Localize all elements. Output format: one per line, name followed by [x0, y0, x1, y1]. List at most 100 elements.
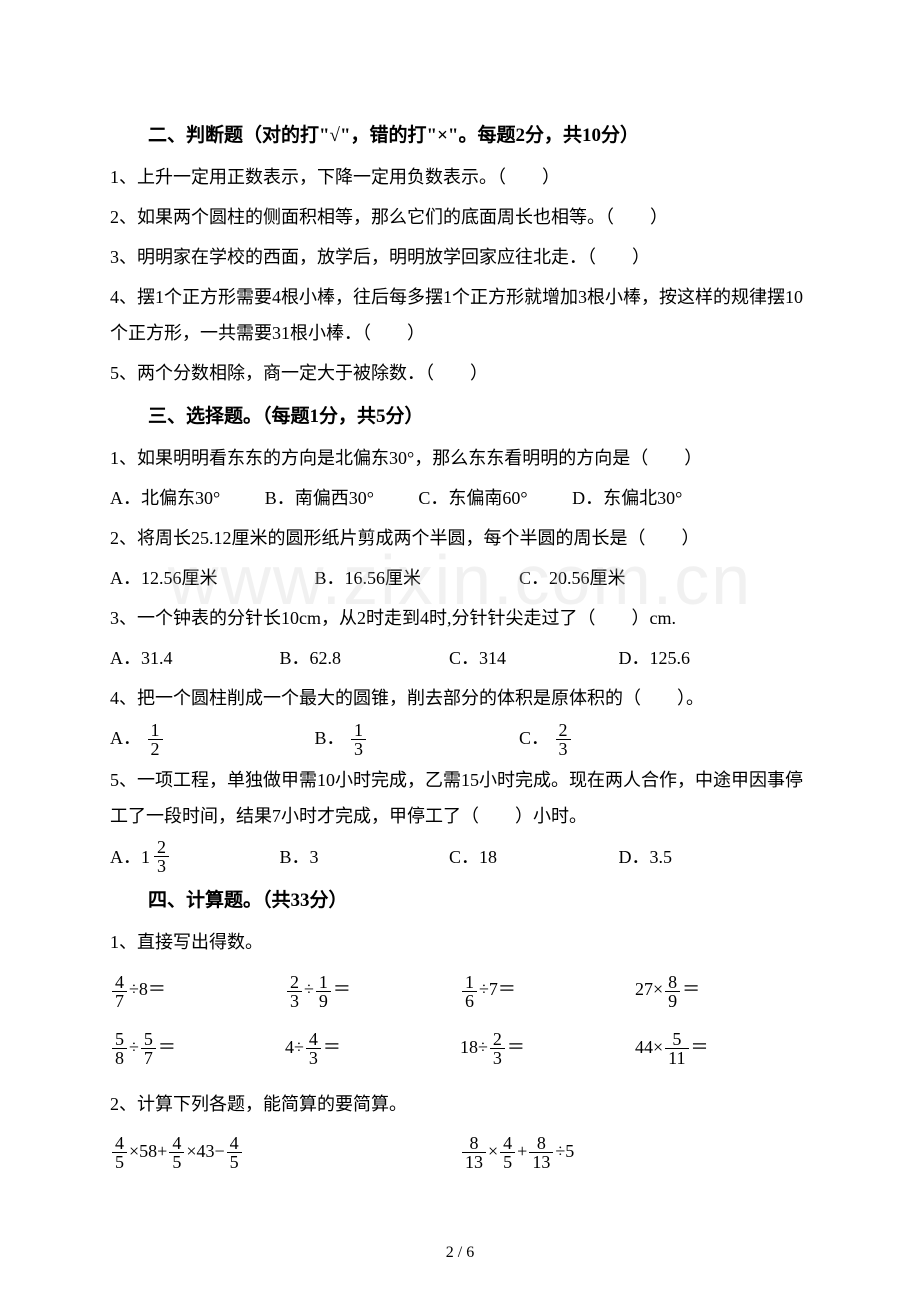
- den: 6: [462, 992, 477, 1010]
- calc-row-2: 58÷57＝ 4÷43＝ 18÷23＝ 44×511＝: [110, 1028, 810, 1068]
- den: 11: [665, 1049, 688, 1067]
- num: 1: [316, 973, 331, 992]
- s3-q1-d: D．东偏北30°: [572, 480, 682, 516]
- calc-cell: 44×511＝: [635, 1028, 810, 1068]
- s4-sub2: 2、计算下列各题，能简算的要简算。: [110, 1086, 810, 1122]
- s3-q2-b: B．16.56厘米: [315, 560, 515, 596]
- pre: 27×: [635, 979, 663, 999]
- pre: 18÷: [460, 1037, 488, 1057]
- den: 3: [490, 1049, 505, 1067]
- s2-q4: 4、摆1个正方形需要4根小棒，往后每多摆1个正方形就增加3根小棒，按这样的规律摆…: [110, 279, 810, 351]
- den: 3: [306, 1049, 321, 1067]
- num: 8: [529, 1134, 553, 1153]
- opt-prefix: C．: [519, 728, 549, 748]
- den: 5: [500, 1153, 515, 1171]
- calc-cell: 18÷23＝: [460, 1028, 635, 1068]
- s3-q5-b: B．3: [280, 839, 445, 875]
- fraction: 23: [287, 973, 302, 1010]
- num: 8: [665, 973, 680, 992]
- num: 4: [112, 973, 127, 992]
- rest: ÷8＝: [129, 979, 166, 999]
- s3-q5-c: C．18: [449, 839, 614, 875]
- s2-q3: 3、明明家在学校的西面，放学后，明明放学回家应往北走．（ ）: [110, 239, 810, 275]
- s3-q1: 1、如果明明看东东的方向是北偏东30°，那么东东看明明的方向是（ ）: [110, 440, 810, 476]
- den: 3: [351, 740, 366, 758]
- fraction: 89: [665, 973, 680, 1010]
- den: 8: [112, 1049, 127, 1067]
- s3-q5-options: A． 1 23 B．3 C．18 D．3.5: [110, 838, 810, 875]
- page-number: 2 / 6: [446, 1244, 474, 1262]
- num: 5: [112, 1030, 127, 1049]
- fraction: 12: [148, 721, 163, 758]
- t: ×: [488, 1141, 498, 1161]
- num: 1: [462, 973, 477, 992]
- den: 7: [112, 992, 127, 1010]
- fraction: 57: [141, 1030, 156, 1067]
- t: +: [517, 1141, 527, 1161]
- rest: ＝: [158, 1037, 176, 1057]
- den: 3: [154, 857, 169, 875]
- s3-q4-a: A． 12: [110, 720, 310, 758]
- s2-q1: 1、上升一定用正数表示，下降一定用负数表示。（ ）: [110, 159, 810, 195]
- rest: ＝: [691, 1037, 709, 1057]
- fraction: 45: [227, 1134, 242, 1171]
- den: 13: [462, 1153, 486, 1171]
- s3-q2-c: C．20.56厘米: [519, 560, 719, 596]
- calc-row-3: 45×58+45×43−45 813×45+813÷5: [110, 1132, 810, 1172]
- s3-q1-a: A．北偏东30°: [110, 480, 220, 516]
- s3-q4-options: A． 12 B． 13 C． 23: [110, 720, 810, 758]
- fraction: 23: [154, 838, 169, 875]
- rest: ＝: [682, 979, 700, 999]
- opt-prefix: A．: [110, 839, 141, 875]
- num: 4: [227, 1134, 242, 1153]
- num: 2: [490, 1030, 505, 1049]
- s2-q5: 5、两个分数相除，商一定大于被除数．（ ）: [110, 355, 810, 391]
- calc-row-1: 47÷8＝ 23÷19＝ 16÷7＝ 27×89＝: [110, 970, 810, 1010]
- rest: ＝: [507, 1037, 525, 1057]
- den: 5: [112, 1153, 127, 1171]
- fraction: 43: [306, 1030, 321, 1067]
- t: ÷5: [555, 1141, 574, 1161]
- fraction: 23: [490, 1030, 505, 1067]
- fraction: 813: [462, 1134, 486, 1171]
- s3-q3: 3、一个钟表的分针长10cm，从2时走到4时,分针针尖走过了（ ）cm.: [110, 600, 810, 636]
- whole: 1: [141, 839, 150, 875]
- calc-cell: 27×89＝: [635, 970, 810, 1010]
- s3-q4-c: C． 23: [519, 720, 719, 758]
- fraction: 13: [351, 721, 366, 758]
- opt-prefix: A．: [110, 728, 141, 748]
- calc-cell: 47÷8＝: [110, 970, 285, 1010]
- section-2-title: 二、判断题（对的打"√"，错的打"×"。每题2分，共10分）: [110, 120, 810, 147]
- calc-cell: 4÷43＝: [285, 1028, 460, 1068]
- rest: ＝: [323, 1037, 341, 1057]
- s2-q2: 2、如果两个圆柱的侧面积相等，那么它们的底面周长也相等。（ ）: [110, 199, 810, 235]
- s3-q2-a: A．12.56厘米: [110, 560, 310, 596]
- s3-q3-options: A．31.4 B．62.8 C．314 D．125.6: [110, 640, 810, 676]
- rest: ÷7＝: [479, 979, 516, 999]
- num: 5: [665, 1030, 688, 1049]
- opt-prefix: B．: [315, 728, 345, 748]
- s3-q4-b: B． 13: [315, 720, 515, 758]
- num: 2: [154, 838, 169, 857]
- den: 9: [665, 992, 680, 1010]
- fraction: 511: [665, 1030, 688, 1067]
- fraction: 23: [556, 721, 571, 758]
- calc-cell: 23÷19＝: [285, 970, 460, 1010]
- den: 3: [556, 740, 571, 758]
- s3-q2: 2、将周长25.12厘米的圆形纸片剪成两个半圆，每个半圆的周长是（ ）: [110, 520, 810, 556]
- num: 1: [148, 721, 163, 740]
- den: 3: [287, 992, 302, 1010]
- den: 5: [169, 1153, 184, 1171]
- calc-cell: 16÷7＝: [460, 970, 635, 1010]
- num: 5: [141, 1030, 156, 1049]
- num: 2: [556, 721, 571, 740]
- fraction: 19: [316, 973, 331, 1010]
- calc-cell: 45×58+45×43−45: [110, 1132, 460, 1172]
- s3-q2-options: A．12.56厘米 B．16.56厘米 C．20.56厘米: [110, 560, 810, 596]
- s4-sub1: 1、直接写出得数。: [110, 924, 810, 960]
- op: ÷: [304, 979, 314, 999]
- pre: 44×: [635, 1037, 663, 1057]
- fraction: 45: [169, 1134, 184, 1171]
- fraction: 47: [112, 973, 127, 1010]
- t: ×43−: [186, 1141, 224, 1161]
